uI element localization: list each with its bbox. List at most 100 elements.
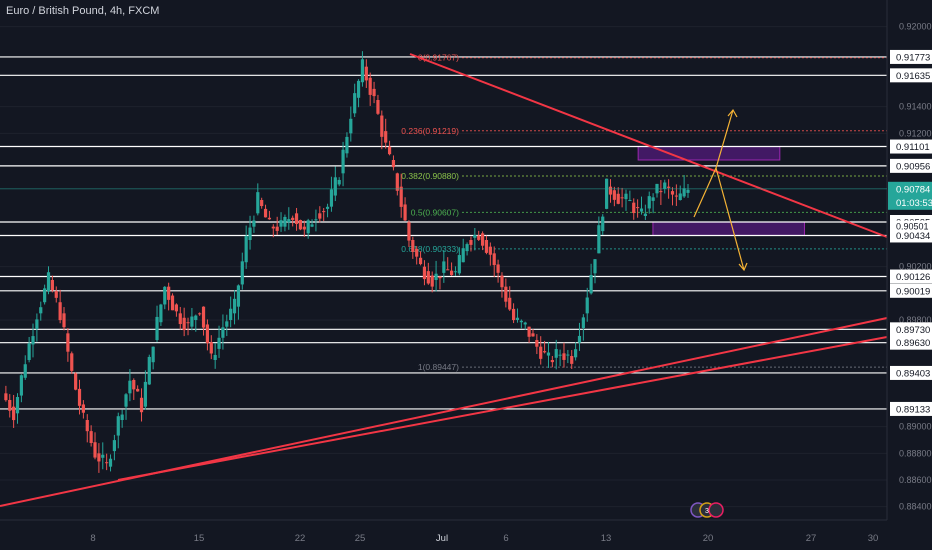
candle-body xyxy=(647,196,651,209)
candle-body xyxy=(263,208,268,218)
candle-body xyxy=(105,462,109,464)
candle-body xyxy=(182,317,186,331)
candle-body xyxy=(31,336,35,345)
candle-body xyxy=(260,200,264,207)
candle-body xyxy=(54,291,58,298)
level-price-badge xyxy=(890,335,932,350)
candle-body xyxy=(39,307,43,314)
candle-body xyxy=(240,261,244,285)
candle-body xyxy=(58,302,62,321)
level-price-label: 0.89133 xyxy=(896,404,930,415)
candle-body xyxy=(535,340,539,347)
candle-body xyxy=(136,388,140,392)
candle-body xyxy=(322,211,326,213)
price-tick-label: 0.88800 xyxy=(899,448,932,458)
candle-body xyxy=(438,276,442,279)
candle-body xyxy=(636,207,640,209)
candle-body xyxy=(337,179,341,185)
candle-body xyxy=(577,335,582,343)
candle-body xyxy=(275,226,279,231)
candle-body xyxy=(496,264,500,273)
level-price-label: 0.91635 xyxy=(896,71,930,82)
level-price-label: 0.90434 xyxy=(896,231,930,242)
candle-body xyxy=(519,320,523,323)
candle-body xyxy=(167,286,171,300)
candle-body xyxy=(601,216,605,232)
candle-body xyxy=(488,246,492,255)
candle-body xyxy=(333,177,337,196)
candle-body xyxy=(384,131,388,143)
candle-body xyxy=(515,317,520,320)
candle-body xyxy=(143,381,148,407)
candle-body xyxy=(492,253,496,266)
candle-body xyxy=(391,160,396,168)
candle-body xyxy=(27,343,31,360)
fib-label-1: 1(0.89447) xyxy=(418,362,459,372)
candle-body xyxy=(527,326,531,337)
countdown-label: 01:03:53 xyxy=(896,198,932,209)
trendline-descending xyxy=(409,53,888,238)
candle-body xyxy=(101,454,105,458)
level-price-label: 0.91101 xyxy=(896,142,930,153)
candle-body xyxy=(395,173,399,191)
candle-body xyxy=(132,380,136,390)
candle-body xyxy=(325,206,330,209)
fibonacci-retracement[interactable]: 0(0.91767) 0.236(0.91219) 0.382(0.90880) 0.… xyxy=(401,53,900,372)
candle-body xyxy=(504,286,508,302)
time-axis-bg xyxy=(0,520,932,550)
fib-label-0.5: 0.5(0.90607) xyxy=(411,207,459,217)
time-tick-label: 20 xyxy=(703,533,714,544)
candle-body xyxy=(35,319,39,329)
level-price-badge xyxy=(890,158,932,173)
candle-body xyxy=(605,178,609,209)
candle-body xyxy=(46,272,51,292)
candle-body xyxy=(670,191,675,195)
candle-body xyxy=(256,192,260,214)
candle-body xyxy=(539,346,543,359)
candle-body xyxy=(663,182,667,189)
candle-body xyxy=(632,202,636,214)
tradingview-community-badge-icon[interactable]: 3 xyxy=(690,500,724,520)
candle-body xyxy=(686,189,690,193)
candle-body xyxy=(116,416,120,436)
candle-body xyxy=(12,406,16,421)
candle-body xyxy=(523,322,527,325)
candle-body xyxy=(170,295,175,311)
projection-path-up xyxy=(693,109,734,218)
candle-body xyxy=(147,356,151,385)
time-axis[interactable]: 8 15 22 25 Jul 6 13 20 27 30 xyxy=(0,519,932,550)
time-tick-label: 25 xyxy=(355,533,366,544)
candle-body xyxy=(356,80,361,98)
level-price-badge xyxy=(890,68,932,83)
level-price-label: 0.89403 xyxy=(896,368,930,379)
level-price-badge xyxy=(890,322,932,337)
candle-body xyxy=(50,280,54,291)
candle-body xyxy=(248,227,252,240)
grid xyxy=(0,26,887,508)
fib-label-0.236: 0.236(0.91219) xyxy=(401,126,459,136)
current-price-badge xyxy=(888,181,932,210)
candle-body xyxy=(345,136,349,154)
candle-body xyxy=(639,208,644,212)
candle-body xyxy=(430,275,434,287)
candle-body xyxy=(201,306,206,328)
level-price-label: 0.91773 xyxy=(896,52,930,63)
level-price-label: 0.89730 xyxy=(896,325,930,336)
candle-body xyxy=(368,77,372,95)
level-price-badge xyxy=(890,228,932,243)
candle-body xyxy=(651,197,655,201)
fib-label-0: 0(0.91767) xyxy=(418,53,459,63)
candle-body xyxy=(566,354,570,356)
candle-body xyxy=(244,235,248,263)
projection-path-down xyxy=(715,167,745,271)
price-tick-label: 0.89800 xyxy=(899,315,932,325)
candle-body xyxy=(70,353,74,371)
level-price-label: 0.90956 xyxy=(896,161,930,172)
trendlines-layer[interactable] xyxy=(0,53,888,507)
level-price-badge xyxy=(890,49,932,64)
candle-body xyxy=(480,233,485,246)
candle-body xyxy=(294,213,299,224)
candle-body xyxy=(198,313,202,315)
